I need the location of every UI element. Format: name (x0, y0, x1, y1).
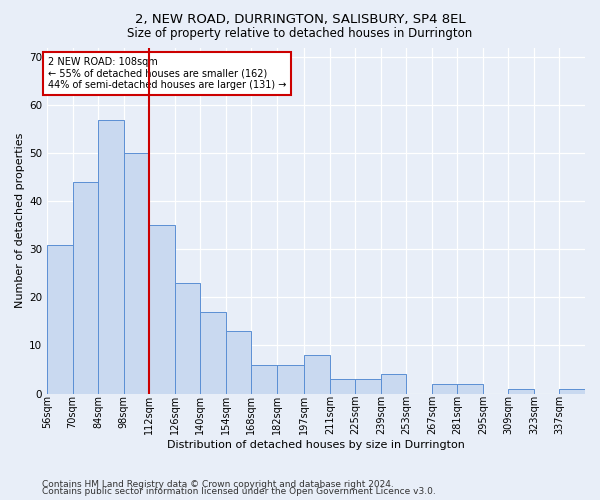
Y-axis label: Number of detached properties: Number of detached properties (15, 133, 25, 308)
Bar (457, 384, 483, 394)
Bar (432, 384, 457, 394)
Bar (149, 226, 175, 394)
Text: 2 NEW ROAD: 108sqm
← 55% of detached houses are smaller (162)
44% of semi-detach: 2 NEW ROAD: 108sqm ← 55% of detached hou… (48, 57, 286, 90)
Bar (381, 374, 406, 394)
Bar (355, 379, 381, 394)
Bar (226, 331, 251, 394)
Bar (47, 244, 73, 394)
Bar (251, 364, 277, 394)
Text: Contains HM Land Registry data © Crown copyright and database right 2024.: Contains HM Land Registry data © Crown c… (42, 480, 394, 489)
Bar (200, 312, 226, 394)
Text: Size of property relative to detached houses in Durrington: Size of property relative to detached ho… (127, 28, 473, 40)
Text: Contains public sector information licensed under the Open Government Licence v3: Contains public sector information licen… (42, 488, 436, 496)
Text: 2, NEW ROAD, DURRINGTON, SALISBURY, SP4 8EL: 2, NEW ROAD, DURRINGTON, SALISBURY, SP4 … (134, 12, 466, 26)
Bar (175, 283, 200, 394)
Bar (559, 388, 585, 394)
Bar (304, 355, 330, 394)
Bar (98, 120, 124, 394)
Bar (508, 388, 534, 394)
Bar (124, 153, 149, 394)
Bar (277, 364, 304, 394)
X-axis label: Distribution of detached houses by size in Durrington: Distribution of detached houses by size … (167, 440, 465, 450)
Bar (330, 379, 355, 394)
Bar (73, 182, 98, 394)
